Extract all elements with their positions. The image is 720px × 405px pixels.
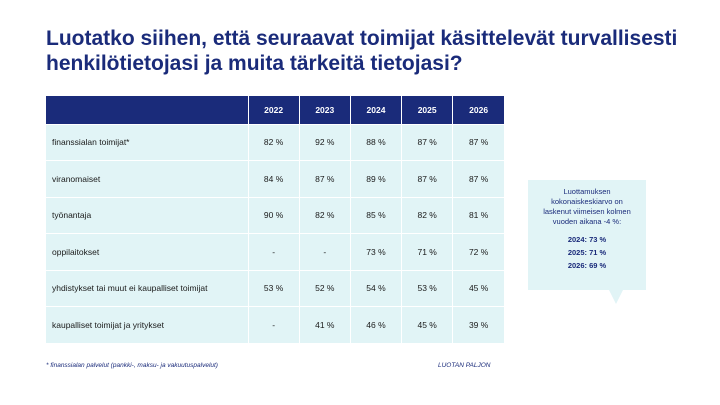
table-row: työnantaja 90 % 82 % 85 % 82 % 81 % bbox=[46, 196, 504, 234]
page-title: Luotatko siihen, että seuraavat toimijat… bbox=[46, 26, 686, 76]
header-label-cell bbox=[46, 96, 249, 124]
header-year-2022: 2022 bbox=[248, 96, 300, 124]
table-cell: 41 % bbox=[299, 306, 351, 343]
table-cell: 90 % bbox=[248, 196, 300, 234]
row-label: kaupalliset toimijat ja yritykset bbox=[46, 306, 249, 343]
row-label: oppilaitokset bbox=[46, 233, 249, 270]
table-cell: 87 % bbox=[452, 160, 504, 197]
row-label: työnantaja bbox=[46, 196, 249, 234]
table-cell: 53 % bbox=[401, 269, 454, 307]
callout-text-line: kokonaiskeskiarvo on bbox=[551, 197, 623, 206]
row-label: yhdistykset tai muut ei kaupalliset toim… bbox=[46, 269, 249, 307]
callout-stat-2025: 2025: 71 % bbox=[567, 248, 607, 257]
callout-pointer bbox=[609, 290, 623, 304]
table-row: oppilaitokset - - 73 % 71 % 72 % bbox=[46, 233, 504, 270]
table-cell: 88 % bbox=[350, 123, 403, 161]
table-row: yhdistykset tai muut ei kaupalliset toim… bbox=[46, 269, 504, 307]
callout-stats: 2024: 73 % 2025: 71 % 2026: 69 % bbox=[528, 233, 646, 272]
table-cell: - bbox=[248, 233, 300, 270]
table-cell: 82 % bbox=[299, 196, 351, 234]
table-row: finanssialan toimijat* 82 % 92 % 88 % 87… bbox=[46, 123, 504, 161]
table-cell: 45 % bbox=[401, 306, 454, 343]
table-cell: 53 % bbox=[248, 269, 300, 307]
table-cell: 39 % bbox=[452, 306, 504, 343]
table-cell: 72 % bbox=[452, 233, 504, 270]
callout-stat-2026: 2026: 69 % bbox=[567, 261, 607, 270]
table-cell: 46 % bbox=[350, 306, 403, 343]
table-cell: 71 % bbox=[401, 233, 454, 270]
table-cell: 81 % bbox=[452, 196, 504, 234]
callout-text-line: vuoden aikana -4 %: bbox=[552, 217, 622, 226]
trust-average-callout: Luottamuksen kokonaiskeskiarvo on lasken… bbox=[528, 180, 646, 290]
table-cell: 54 % bbox=[350, 269, 403, 307]
table-cell: 82 % bbox=[401, 196, 454, 234]
table-cell: 87 % bbox=[401, 160, 454, 197]
table-cell: 73 % bbox=[350, 233, 403, 270]
title-line-1: Luotatko siihen, että seuraavat toimijat… bbox=[46, 27, 678, 50]
table-cell: 87 % bbox=[299, 160, 351, 197]
table-cell: - bbox=[248, 306, 300, 343]
row-label: viranomaiset bbox=[46, 160, 249, 197]
callout-stat-2024: 2024: 73 % bbox=[567, 235, 607, 244]
table-row: kaupalliset toimijat ja yritykset - 41 %… bbox=[46, 306, 504, 343]
title-line-2: henkilötietojasi ja muita tärkeitä tieto… bbox=[46, 52, 463, 75]
table-cell: 89 % bbox=[350, 160, 403, 197]
header-year-2025: 2025 bbox=[401, 96, 454, 124]
table-cell: 82 % bbox=[248, 123, 300, 161]
table-header-row: 2022 2023 2024 2025 2026 bbox=[46, 96, 504, 124]
table-row: viranomaiset 84 % 87 % 89 % 87 % 87 % bbox=[46, 160, 504, 197]
table-cell: 45 % bbox=[452, 269, 504, 307]
table-cell: 52 % bbox=[299, 269, 351, 307]
header-year-2023: 2023 bbox=[299, 96, 351, 124]
header-year-2024: 2024 bbox=[350, 96, 403, 124]
callout-text-line: Luottamuksen bbox=[563, 187, 611, 196]
table-cell: 92 % bbox=[299, 123, 351, 161]
brand-label: LUOTAN PALJON bbox=[438, 362, 491, 369]
table-cell: 87 % bbox=[452, 123, 504, 161]
table-cell: - bbox=[299, 233, 351, 270]
row-label: finanssialan toimijat* bbox=[46, 123, 249, 161]
footnote: * finanssialan palvelut (pankki-, maksu-… bbox=[46, 362, 218, 369]
table-cell: 84 % bbox=[248, 160, 300, 197]
header-year-2026: 2026 bbox=[452, 96, 504, 124]
table-cell: 87 % bbox=[401, 123, 454, 161]
callout-text-line: laskenut viimeisen kolmen bbox=[543, 207, 631, 216]
trust-table: 2022 2023 2024 2025 2026 finanssialan to… bbox=[46, 96, 504, 343]
table-cell: 85 % bbox=[350, 196, 403, 234]
